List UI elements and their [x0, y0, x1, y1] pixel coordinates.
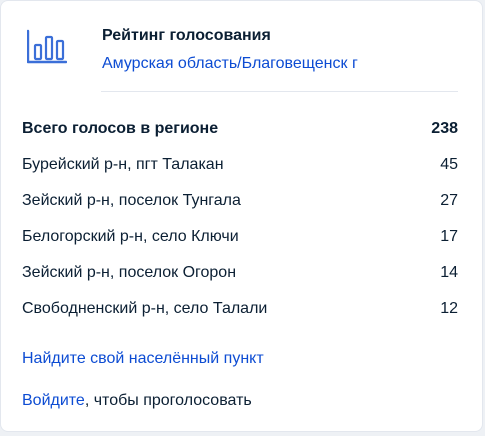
list-item: Зейский р-н, поселок Огорон 14: [22, 259, 458, 295]
region-link[interactable]: Амурская область/Благовещенск г: [102, 55, 358, 72]
list-item: Белогорский р-н, село Ключи 17: [22, 223, 458, 259]
vote-count: 45: [440, 156, 458, 173]
login-link[interactable]: Войдите: [22, 392, 85, 409]
vote-count: 17: [440, 228, 458, 245]
list-item: Бурейский р-н, пгт Талакан 45: [22, 151, 458, 187]
vote-count: 27: [440, 192, 458, 209]
locality-name: Свободненский р-н, село Талали: [22, 300, 268, 317]
card-title: Рейтинг голосования: [102, 27, 271, 44]
total-votes-count: 238: [431, 120, 458, 137]
rating-list: Всего голосов в регионе 238 Бурейский р-…: [22, 115, 458, 331]
locality-name: Зейский р-н, поселок Огорон: [22, 264, 237, 281]
vote-count: 12: [440, 300, 458, 317]
card-links: Найдите свой населённый пункт Войдите, ч…: [22, 345, 264, 429]
vote-count: 14: [440, 264, 458, 281]
header-divider: [101, 91, 458, 92]
total-votes-row: Всего голосов в регионе 238: [22, 115, 458, 151]
total-votes-label: Всего голосов в регионе: [22, 120, 219, 137]
card-header: Рейтинг голосования Амурская область/Бла…: [25, 23, 458, 79]
find-place-line: Найдите свой населённый пункт: [22, 345, 264, 373]
list-item: Зейский р-н, поселок Тунгала 27: [22, 187, 458, 223]
login-line: Войдите, чтобы проголосовать: [22, 387, 264, 415]
list-item: Свободненский р-н, село Талали 12: [22, 295, 458, 331]
login-suffix-text: , чтобы проголосовать: [84, 392, 252, 409]
find-place-link[interactable]: Найдите свой населённый пункт: [22, 350, 264, 367]
locality-name: Белогорский р-н, село Ключи: [22, 228, 239, 245]
bar-chart-icon: [27, 29, 67, 64]
locality-name: Зейский р-н, поселок Тунгала: [22, 192, 241, 209]
locality-name: Бурейский р-н, пгт Талакан: [22, 156, 224, 173]
